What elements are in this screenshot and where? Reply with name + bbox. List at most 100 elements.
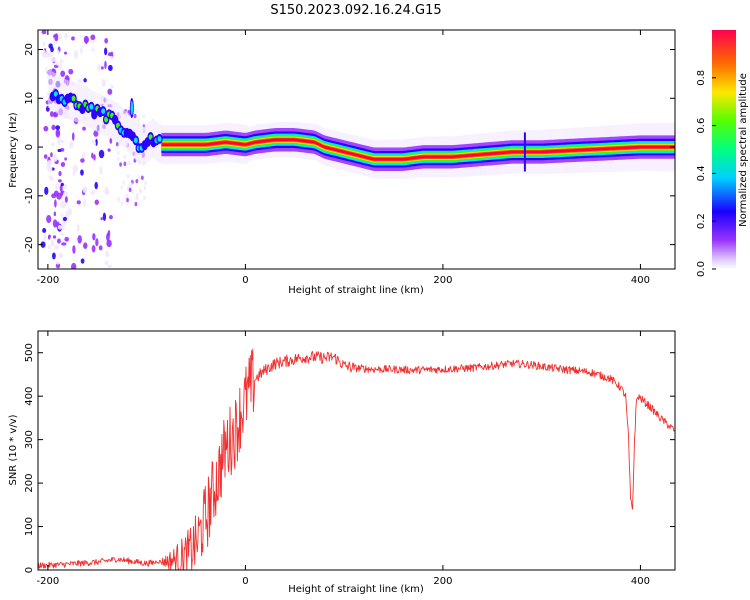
x-tick-label: 0 — [242, 576, 248, 587]
spectrogram-noise-cell — [140, 175, 144, 180]
x-tick-label: 200 — [433, 576, 452, 587]
spectrogram-noise-cell — [83, 78, 87, 83]
spectrogram-spike — [523, 132, 526, 172]
spectrogram-noise-cell — [43, 233, 47, 242]
spectrogram-noise-cell — [91, 48, 95, 52]
spectrogram-noise-cell — [98, 149, 105, 159]
spectrogram-noise-cell — [58, 252, 64, 259]
spectrogram-noise-cell — [54, 199, 57, 208]
spectrogram-noise-cell — [60, 182, 64, 187]
snr-x-label: Height of straight line (km) — [288, 584, 424, 595]
spectrogram-noise-cell — [51, 124, 56, 131]
spectrogram-noise-cell — [43, 154, 48, 159]
spectrogram-noise-cell — [108, 214, 113, 220]
spectrogram-noise-cell — [44, 186, 49, 196]
snr-y-ticks: 0 100 200 300 400 500 — [24, 343, 675, 573]
spectrogram-noise-cell — [82, 126, 86, 131]
spectrogram-noise-cell — [110, 84, 114, 89]
colorbar-label: Normalized spectral amplitude — [738, 73, 749, 227]
spectrogram-noise-cell — [92, 233, 96, 241]
spectrogram-noise-cell — [59, 139, 65, 143]
spectrogram-noise-cell — [57, 148, 62, 153]
colorbar-tick-label: 0.6 — [696, 118, 707, 134]
y-tick-label: 200 — [24, 474, 35, 493]
spectrogram-noise-cell — [71, 36, 75, 41]
spectrogram-noise-cell — [51, 193, 57, 199]
spectrogram-noise-cell — [50, 56, 56, 63]
spectrogram-noise-cell — [109, 55, 113, 60]
spectrogram-noise-cell — [133, 113, 137, 119]
spectrogram-halo — [51, 71, 55, 111]
spectrogram-noise-cell — [55, 261, 60, 265]
spectrogram-noise-cell — [64, 236, 70, 242]
spectrogram-noise-cell — [77, 78, 82, 84]
spectrogram-noise-cell — [94, 181, 98, 190]
spectrogram-noise-cell — [72, 245, 76, 254]
spectrogram-noise-cell — [135, 193, 139, 198]
spectrogram-noise-cell — [49, 111, 54, 118]
spectrogram-noise-cell — [68, 68, 74, 75]
y-tick-label: 300 — [24, 430, 35, 449]
spectrogram-noise-cell — [107, 264, 112, 268]
spectrogram-noise-cell — [48, 43, 53, 49]
spectrogram-noise-cell — [107, 88, 113, 95]
y-tick-label: 10 — [24, 92, 35, 105]
spectrogram-noise-cell — [41, 30, 47, 35]
spectrogram-noise-cell — [57, 224, 62, 230]
spectrogram-noise-cell — [80, 158, 85, 163]
spectrogram-ridge-blob — [89, 103, 94, 110]
spectrogram-noise-cell — [83, 242, 88, 249]
spectrogram-noise-cell — [98, 245, 103, 251]
spectrogram-noise-cell — [104, 37, 108, 44]
spectrogram-noise-cell — [60, 70, 66, 77]
spectrogram-noise-cell — [60, 200, 66, 209]
spectrogram-noise-cell — [71, 262, 77, 269]
spectrogram-noise-cell — [54, 244, 60, 250]
spectrogram-noise-cell — [128, 161, 132, 166]
spectrogram-noise-cell — [106, 233, 110, 242]
spectrogram-noise-cell — [42, 227, 47, 233]
x-tick-label: 400 — [631, 275, 650, 286]
spectrogram-noise-cell — [77, 235, 82, 244]
snr-x-ticks: -200 0 200 400 — [37, 331, 650, 587]
spectrogram-noise-cell — [107, 148, 111, 152]
spectrogram-frame — [37, 29, 676, 270]
spectrogram-noise-cell — [126, 173, 130, 179]
spectrogram-noise-cell — [60, 212, 64, 218]
spectrogram-halo — [47, 69, 51, 109]
spectrogram-noise-cell — [72, 171, 76, 176]
spectrogram-noise-cell — [93, 130, 99, 137]
spectrogram-ridge-band — [161, 138, 675, 161]
spectrogram-ridge-blob — [133, 137, 138, 144]
spectrogram-noise-cell — [60, 232, 65, 236]
spectrogram-noise-cell — [93, 154, 96, 161]
spectrogram-noise-cell — [48, 234, 51, 239]
spectrogram-noise-cell — [125, 193, 129, 199]
colorbar: 0.0 0.2 0.4 0.6 0.8 Normalized spectral ampl… — [696, 30, 749, 277]
x-tick-label: -200 — [37, 576, 60, 587]
spectrogram-noise-cell — [134, 109, 138, 114]
spectrogram-noise-cell — [60, 189, 64, 197]
spectrogram-noise-cell — [116, 156, 120, 162]
spectrogram-noise-cell — [42, 49, 47, 59]
spectrogram-ridge-blob — [92, 111, 97, 118]
spectrogram-noise-cell — [143, 195, 146, 201]
spectrogram-noise-cell — [73, 49, 79, 59]
spectrogram-noise-cell — [64, 157, 68, 161]
y-tick-label: 0 — [24, 567, 35, 573]
spectrogram-noise-cell — [79, 47, 83, 54]
spectrogram-noise-cell — [91, 152, 94, 159]
spectrogram-noise-cell — [56, 136, 62, 146]
spectrogram-noise-cell — [109, 137, 113, 144]
spectrogram-noise-cell — [144, 180, 147, 186]
y-tick-label: 500 — [24, 343, 35, 362]
spectrogram-noise-cell — [120, 185, 124, 190]
spectrogram-noise-cell — [59, 185, 63, 192]
spectrogram-noise-cell — [57, 50, 60, 55]
spectrogram-noise-cell — [100, 217, 103, 221]
spectrogram-noise-cell — [120, 201, 124, 206]
spectrogram-noise-cell — [48, 244, 51, 250]
spectrogram-noise-cell — [82, 186, 88, 194]
colorbar-tick-label: 0.2 — [696, 213, 707, 229]
